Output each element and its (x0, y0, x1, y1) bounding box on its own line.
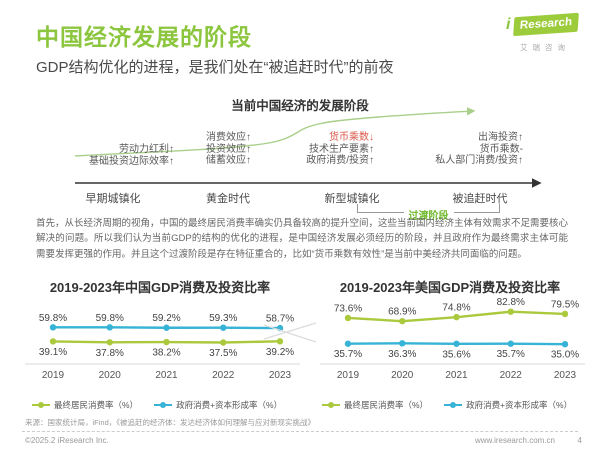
x-axis-tick: 2021 (155, 370, 178, 381)
stage-factor: 消费效应↑ (206, 132, 251, 143)
x-axis-tick: 2020 (99, 370, 122, 381)
transition-label: 过渡阶段 (357, 207, 500, 222)
line-chart-china: 39.1% 37.8% 38.2% 37.5% 39.2% 59.8% 59.8% 59.2%… (25, 298, 300, 386)
stage-factors-group: 出海投资↑ 货币乘数- 私人部门消费/投资↑ (399, 132, 523, 167)
data-point-label: 59.3% (209, 313, 237, 324)
data-point-label: 35.0% (551, 350, 579, 361)
diagram-title: 当前中国经济的发展阶段 (231, 99, 369, 113)
legend-marker-icon (32, 402, 50, 408)
legend-label: 政府消费+资本形成率（%） (176, 400, 283, 410)
stage-factor: 技术生产要素↑ (309, 143, 374, 155)
page-number: 4 (577, 436, 582, 445)
stage-factor: 私人部门消费/投资↑ (435, 155, 523, 166)
website-url: www.iresearch.com.cn (474, 436, 555, 445)
iresearch-logo: i Research 艾瑞咨询 (506, 12, 584, 53)
data-point-label: 82.8% (497, 298, 525, 308)
legend-marker-icon (154, 402, 173, 408)
data-point-label: 73.6% (334, 303, 362, 314)
connector-lines (263, 322, 317, 343)
stage-label: 新型城镇化 (324, 193, 380, 205)
legend-label: 政府消费+资本形成率（%） (466, 400, 573, 410)
copyright: ©2025.2 iResearch Inc. (25, 436, 109, 445)
chart-title-usa: 2019-2023年美国GDP消费及投资比率 (339, 280, 561, 295)
stage-factor: 劳动力红利↑ (119, 144, 174, 155)
data-point-label: 58.7% (266, 314, 294, 325)
data-point-label: 59.8% (96, 313, 124, 324)
x-axis-tick: 2019 (337, 370, 360, 381)
stage-label: 黄金时代 (206, 193, 250, 205)
footer-divider (22, 431, 578, 432)
data-point-label: 68.9% (388, 307, 416, 318)
logo-i-mark: i (506, 16, 511, 33)
legend-item: 政府消费+资本形成率（%） (444, 399, 572, 411)
stage-label: 早期城镇化 (85, 193, 141, 205)
legend-item: 最终居民消费率（%） (322, 399, 428, 411)
stage-factors-group: 消费效应↑ 投资效应↑ 储蓄效应↑ (150, 132, 251, 167)
data-point-label: 35.7% (497, 349, 525, 360)
data-point-label: 36.3% (388, 349, 416, 360)
logo-chinese-name: 艾瑞咨询 (520, 43, 570, 52)
x-axis-tick: 2019 (42, 370, 65, 381)
x-axis-tick: 2020 (391, 370, 414, 381)
x-axis-tick: 2022 (500, 370, 523, 381)
chart-legend: 最终居民消费率（%） 政府消费+资本形成率（%） (32, 399, 282, 411)
data-point-label: 74.8% (442, 303, 470, 314)
legend-item: 政府消费+资本形成率（%） (154, 399, 282, 411)
data-point-label: 35.6% (442, 349, 470, 360)
page-subtitle: GDP结构优化的进程，是我们处在“被追赶时代”的前夜 (36, 59, 394, 76)
stage-factor: 投资效应↑ (206, 143, 251, 155)
body-paragraph: 首先，从长经济周期的视角，中国的最终居民消费率确实仍具备较高的提升空间，这些当前… (36, 218, 569, 260)
source-note: 来源：国家统计局，iFind，《被追赶的经济体：发达经济体如何理解与应对新现实挑… (25, 418, 316, 427)
data-point-label: 35.7% (334, 349, 362, 360)
stage-factor: 货币乘数- (479, 143, 523, 155)
stage-factor: 储蓄效应↑ (206, 155, 251, 166)
line-chart-usa: 73.6% 68.9% 74.8% 82.8% 79.5% 35.7% 36.3% 35.6%… (320, 297, 585, 386)
data-point-label: 38.2% (152, 348, 180, 359)
data-point-label: 59.2% (152, 313, 180, 324)
chart-title-china: 2019-2023年中国GDP消费及投资比率 (49, 280, 271, 295)
data-point-label: 39.1% (39, 347, 67, 358)
legend-marker-icon (444, 402, 463, 408)
data-point-label: 37.8% (96, 348, 124, 359)
x-axis-tick: 2023 (269, 370, 292, 381)
logo-wordmark: Research (513, 12, 579, 37)
stage-factors-group: 劳动力红利↑ 基础投资边际效率↑ (40, 144, 174, 167)
growth-curve (74, 107, 476, 157)
legend-label: 最终居民消费率（%） (54, 400, 139, 410)
legend-item: 最终居民消费率（%） (32, 399, 138, 411)
x-axis-tick: 2022 (212, 370, 235, 381)
data-point-label: 39.2% (266, 347, 294, 358)
legend-marker-icon (322, 402, 340, 408)
x-axis-tick: 2023 (554, 370, 577, 381)
x-axis-tick: 2021 (445, 370, 468, 381)
stage-factor: 出海投资↑ (478, 132, 523, 143)
data-point-label: 79.5% (551, 299, 579, 310)
legend-label: 最终居民消费率（%） (344, 400, 429, 410)
stage-curve-and-axis (74, 107, 542, 188)
stage-factor: 政府消费/投资↑ (306, 155, 374, 166)
page-title: 中国经济发展的阶段 (36, 24, 252, 50)
stage-factor: 货币乘数↓ (329, 132, 374, 143)
stage-label: 被追赶时代 (452, 193, 508, 205)
data-point-label: 59.8% (39, 313, 67, 324)
data-point-label: 37.5% (209, 348, 237, 359)
stage-factor: 基础投资边际效率↑ (89, 155, 174, 167)
stage-factors-group: 货币乘数↓ 技术生产要素↑ 政府消费/投资↑ (270, 132, 374, 167)
chart-legend: 最终居民消费率（%） 政府消费+资本形成率（%） (322, 399, 572, 411)
